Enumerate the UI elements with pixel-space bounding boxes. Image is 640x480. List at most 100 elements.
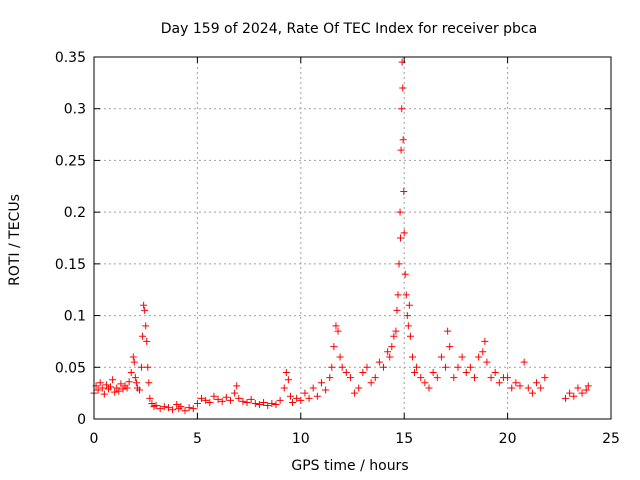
data-point: [313, 392, 321, 400]
data-point: [566, 389, 574, 397]
data-point: [392, 327, 400, 335]
data-point: [206, 398, 214, 406]
data-point: [317, 379, 325, 387]
data-point: [520, 358, 528, 366]
data-point: [222, 393, 230, 401]
data-point: [384, 348, 392, 356]
x-tick-label: 15: [395, 431, 413, 447]
data-point: [309, 384, 317, 392]
data-point: [100, 390, 108, 398]
data-point: [276, 396, 284, 404]
data-point: [132, 379, 140, 387]
y-tick-label: 0.15: [55, 257, 86, 273]
data-point: [481, 337, 489, 345]
data-point: [173, 401, 181, 409]
grid-lines: [94, 57, 611, 419]
x-tick-label: 5: [193, 431, 202, 447]
data-point: [129, 353, 137, 361]
data-point: [142, 322, 150, 330]
data-point: [401, 270, 409, 278]
data-point: [301, 389, 309, 397]
data-point: [123, 384, 131, 392]
chart-title: Day 159 of 2024, Rate Of TEC Index for r…: [161, 21, 537, 37]
data-point: [562, 394, 570, 402]
data-point: [429, 368, 437, 376]
data-point: [396, 234, 404, 242]
data-point: [239, 397, 247, 405]
data-point: [425, 384, 433, 392]
data-point: [359, 368, 367, 376]
data-point: [394, 291, 402, 299]
data-point: [495, 379, 503, 387]
y-axis-ticks: 0 0.05 0.1 0.15 0.2 0.25 0.3 0.35: [55, 50, 611, 428]
data-point: [413, 363, 421, 371]
y-tick-label: 0.35: [55, 50, 86, 66]
plot-frame: [93, 56, 612, 420]
data-point: [226, 396, 234, 404]
data-point: [408, 353, 416, 361]
data-point: [400, 229, 408, 237]
data-point: [380, 363, 388, 371]
data-point: [386, 353, 394, 361]
data-point: [139, 332, 147, 340]
data-point: [479, 348, 487, 356]
data-point: [260, 398, 268, 406]
data-point: [578, 389, 586, 397]
data-point: [280, 384, 288, 392]
data-point: [111, 388, 119, 396]
data-point: [458, 353, 466, 361]
data-point: [202, 396, 210, 404]
y-axis-label: ROTI / TECUs: [7, 194, 23, 286]
data-point: [243, 398, 251, 406]
data-point: [332, 322, 340, 330]
data-point: [284, 376, 292, 384]
data-point: [399, 136, 407, 144]
data-point: [491, 368, 499, 376]
data-point: [177, 403, 185, 411]
data-point: [570, 392, 578, 400]
data-point: [181, 407, 189, 415]
data-point: [342, 368, 350, 376]
data-point: [462, 368, 470, 376]
data-point: [406, 332, 414, 340]
data-point: [125, 378, 133, 386]
data-point: [396, 208, 404, 216]
data-point: [444, 327, 452, 335]
data-point: [403, 312, 411, 320]
data-point: [130, 358, 138, 366]
data-point: [516, 382, 524, 390]
x-tick-label: 10: [292, 431, 310, 447]
data-point: [214, 395, 222, 403]
data-point: [115, 387, 123, 395]
data-point: [233, 382, 241, 390]
data-point: [504, 374, 512, 382]
data-point: [508, 384, 516, 392]
data-point: [437, 353, 445, 361]
data-point: [272, 401, 280, 409]
data-point: [487, 374, 495, 382]
data-point: [395, 260, 403, 268]
data-point: [466, 363, 474, 371]
data-point: [330, 343, 338, 351]
data-point: [286, 392, 294, 400]
data-point: [210, 392, 218, 400]
data-point: [247, 395, 255, 403]
data-point: [537, 384, 545, 392]
data-point: [399, 84, 407, 92]
data-point: [156, 405, 164, 413]
data-point: [336, 353, 344, 361]
data-point: [193, 399, 201, 407]
data-point: [433, 374, 441, 382]
x-axis-label: GPS time / hours: [291, 458, 408, 474]
x-tick-label: 25: [602, 431, 620, 447]
data-point: [442, 363, 450, 371]
data-point: [297, 396, 305, 404]
data-point: [152, 402, 160, 410]
data-point: [483, 358, 491, 366]
data-point: [417, 374, 425, 382]
data-point: [160, 403, 168, 411]
data-point: [375, 358, 383, 366]
y-tick-label: 0: [77, 412, 86, 428]
